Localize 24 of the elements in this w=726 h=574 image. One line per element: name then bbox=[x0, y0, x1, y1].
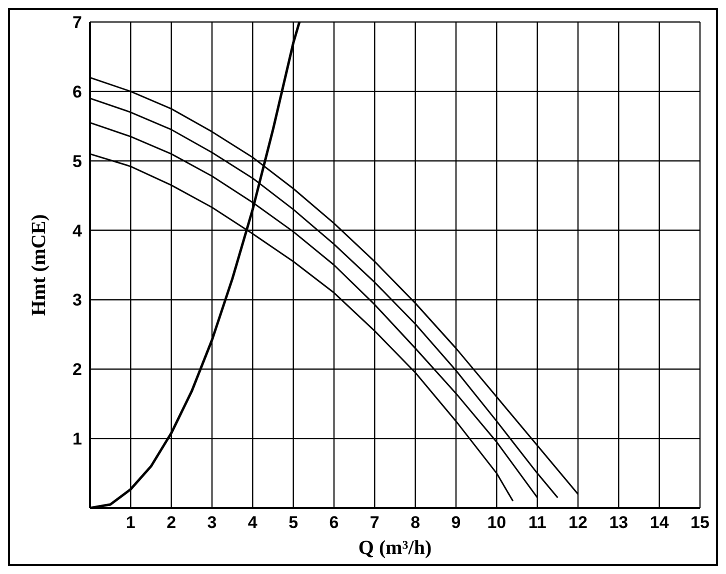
x-tick-label: 9 bbox=[451, 513, 461, 532]
x-tick-label: 2 bbox=[166, 513, 176, 532]
x-tick-label: 3 bbox=[207, 513, 217, 532]
y-tick-label: 2 bbox=[72, 360, 82, 380]
x-tick-label: 7 bbox=[370, 513, 380, 532]
x-tick-label: 8 bbox=[410, 513, 420, 532]
y-tick-label: 1 bbox=[72, 430, 82, 449]
y-axis-title: Hmt (mCE) bbox=[28, 214, 50, 316]
x-tick-label: 6 bbox=[329, 513, 339, 532]
x-tick-label: 10 bbox=[487, 513, 506, 532]
x-tick-label: 14 bbox=[650, 513, 670, 532]
x-tick-label: 13 bbox=[609, 513, 628, 532]
x-tick-label: 4 bbox=[248, 513, 258, 532]
x-tick-label: 5 bbox=[288, 513, 298, 532]
y-tick-label: 6 bbox=[72, 82, 82, 102]
y-tick-label: 7 bbox=[72, 13, 82, 32]
y-tick-label: 4 bbox=[72, 221, 83, 240]
x-tick-label: 15 bbox=[690, 513, 710, 532]
x-axis-title: Q (m³/h) bbox=[358, 537, 432, 559]
y-tick-label: 5 bbox=[72, 152, 82, 171]
x-tick-label: 12 bbox=[568, 513, 588, 532]
y-tick-label: 3 bbox=[72, 290, 82, 310]
x-tick-label: 1 bbox=[126, 513, 136, 532]
x-tick-label: 11 bbox=[528, 513, 546, 532]
